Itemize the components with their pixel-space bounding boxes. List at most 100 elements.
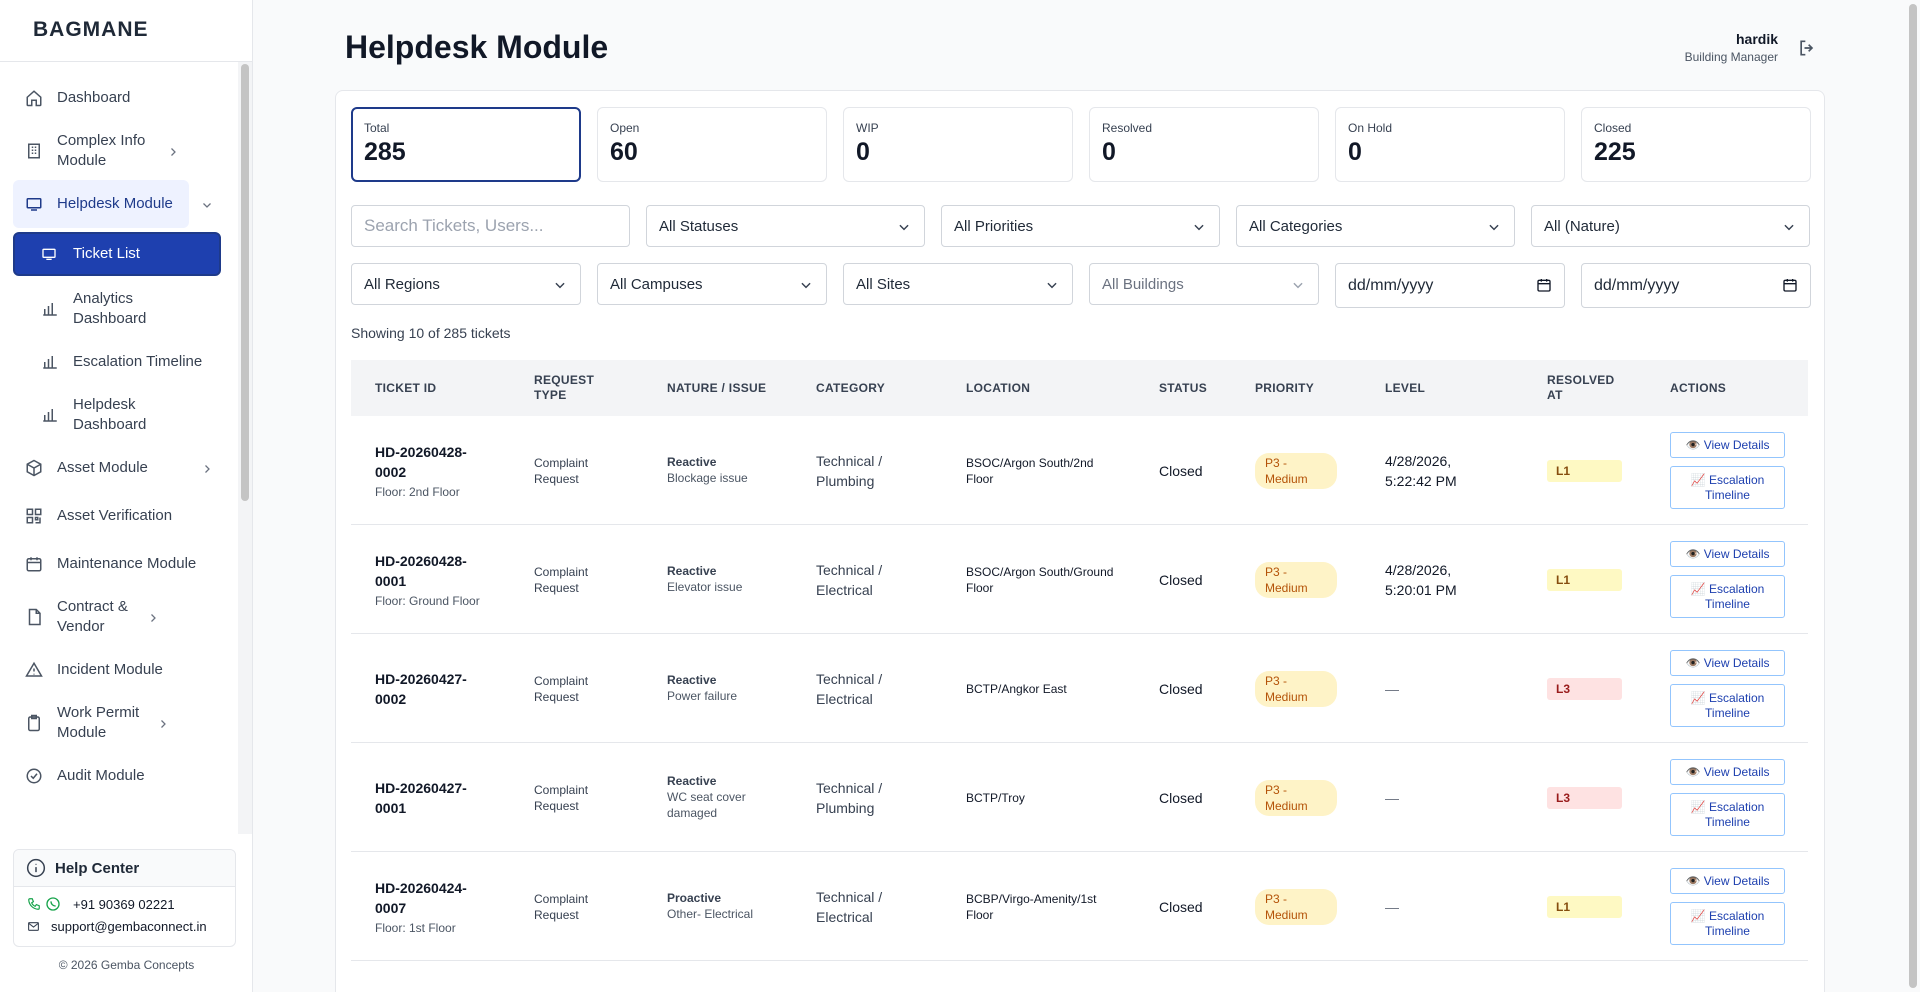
help-center-title: Help Center: [55, 859, 140, 877]
ticket-id[interactable]: HD-20260428-0002: [375, 443, 467, 480]
building-select[interactable]: All Buildings: [1089, 263, 1319, 305]
th-level[interactable]: LEVEL: [1385, 380, 1426, 395]
level-value: 4/28/2026, 5:20:01 PM: [1385, 561, 1457, 598]
th-priority[interactable]: PRIORITY: [1255, 380, 1315, 395]
help-phone-row[interactable]: +91 90369 02221: [14, 893, 235, 915]
category-select[interactable]: All Categories: [1236, 205, 1515, 247]
cell-priority: P3 - Medium: [1255, 416, 1355, 525]
location: BCTP/Angkor East: [966, 681, 1067, 696]
stat-value: 285: [364, 138, 406, 166]
priority-select[interactable]: All Priorities: [941, 205, 1220, 247]
status-select[interactable]: All Statuses: [646, 205, 925, 247]
stat-card-resolved[interactable]: Resolved 0: [1089, 107, 1319, 182]
th-ticket-id[interactable]: TICKET ID: [375, 380, 437, 395]
help-phone: +91 90369 02221: [73, 896, 175, 912]
escalation-timeline-button[interactable]: 📈 Escalation Timeline: [1670, 793, 1785, 836]
status: Closed: [1159, 680, 1203, 697]
page-scrollbar[interactable]: [1906, 0, 1920, 992]
escalation-timeline-button[interactable]: 📈 Escalation Timeline: [1670, 684, 1785, 727]
cell-actions: 👁️ View Details 📈 Escalation Timeline: [1670, 852, 1790, 961]
table-row: HD-20260428-0002 Floor: 2nd Floor Complain…: [351, 416, 1808, 525]
sidebar-scrollbar[interactable]: [238, 62, 252, 834]
sidebar-item-work-permit[interactable]: Work Permit Module: [13, 694, 225, 752]
view-details-button[interactable]: 👁️ View Details: [1670, 650, 1785, 676]
sidebar-subitem-ticket-list[interactable]: Ticket List: [13, 232, 221, 276]
ticket-id[interactable]: HD-20260427-0002: [375, 670, 467, 707]
sidebar-item-dashboard[interactable]: Dashboard: [13, 74, 225, 122]
nature-issue: Blockage issue: [667, 471, 748, 485]
th-nature[interactable]: NATURE / ISSUE: [667, 380, 767, 395]
cell-ticket-id: HD-20260427-0001: [375, 743, 495, 852]
cell-level: 4/28/2026, 5:22:42 PM: [1385, 416, 1485, 525]
sidebar-item-incident[interactable]: Incident Module: [13, 646, 225, 694]
search-input[interactable]: Search Tickets, Users...: [351, 205, 630, 247]
showing-count: Showing 10 of 285 tickets: [351, 325, 511, 341]
th-status[interactable]: STATUS: [1159, 380, 1208, 395]
sidebar-subitem-escalation[interactable]: Escalation Timeline: [13, 338, 225, 386]
view-details-button[interactable]: 👁️ View Details: [1670, 432, 1785, 458]
nature-select[interactable]: All (Nature): [1531, 205, 1810, 247]
campus-select[interactable]: All Campuses: [597, 263, 827, 305]
cell-resolved-at: L3: [1547, 743, 1627, 852]
escalation-timeline-button[interactable]: 📈 Escalation Timeline: [1670, 466, 1785, 509]
calendar-icon[interactable]: [1536, 277, 1552, 293]
date-from-input[interactable]: dd/mm/yyyy: [1335, 263, 1565, 308]
escalation-timeline-button[interactable]: 📈 Escalation Timeline: [1670, 575, 1785, 618]
sidebar-item-helpdesk[interactable]: Helpdesk Module: [13, 180, 211, 228]
region-select[interactable]: All Regions: [351, 263, 581, 305]
sidebar-item-asset-verification[interactable]: Asset Verification: [13, 492, 225, 540]
help-center-header[interactable]: Help Center: [14, 850, 235, 887]
cell-ticket-id: HD-20260424-0007 Floor: 1st Floor: [375, 852, 495, 961]
page-scroll-thumb[interactable]: [1909, 4, 1917, 988]
th-actions[interactable]: ACTIONS: [1670, 380, 1727, 395]
sidebar-subitem-analytics[interactable]: Analytics Dashboard: [13, 280, 225, 338]
stat-card-on-hold[interactable]: On Hold 0: [1335, 107, 1565, 182]
ticket-id[interactable]: HD-20260424-0007: [375, 879, 467, 916]
th-category[interactable]: CATEGORY: [816, 380, 886, 395]
cell-level: —: [1385, 852, 1485, 961]
view-details-button[interactable]: 👁️ View Details: [1670, 759, 1785, 785]
stat-value: 0: [856, 138, 870, 166]
view-details-button[interactable]: 👁️ View Details: [1670, 541, 1785, 567]
help-email-row[interactable]: support@gembaconnect.in: [14, 915, 235, 937]
sidebar-item-contract-vendor[interactable]: Contract & Vendor: [13, 588, 225, 646]
sidebar-item-audit[interactable]: Audit Module: [13, 752, 225, 800]
cell-location: BCBP/Virgo-Amenity/1st Floor: [966, 852, 1116, 961]
level-badge: L3: [1547, 786, 1622, 809]
stat-value: 225: [1594, 138, 1636, 166]
sidebar-item-asset[interactable]: Asset Module: [13, 444, 225, 492]
sidebar-item-complex-info[interactable]: Complex Info Module: [13, 122, 225, 180]
th-resolved-at[interactable]: RESOLVED AT: [1547, 373, 1615, 402]
help-center: Help Center +91 90369 02221 support@gemb…: [13, 849, 236, 947]
ticket-id[interactable]: HD-20260428-0001: [375, 552, 467, 589]
stat-card-open[interactable]: Open 60: [597, 107, 827, 182]
view-details-button[interactable]: 👁️ View Details: [1670, 868, 1785, 894]
stat-card-total[interactable]: Total 285: [351, 107, 581, 182]
cell-request-type: Complaint Request: [534, 852, 624, 961]
escalation-timeline-button[interactable]: 📈 Escalation Timeline: [1670, 902, 1785, 945]
cell-location: BCTP/Troy: [966, 743, 1116, 852]
level-value: —: [1385, 680, 1399, 697]
location: BSOC/Argon South/2nd Floor: [966, 455, 1094, 486]
logout-icon[interactable]: [1797, 38, 1817, 58]
user-name: hardik: [1735, 31, 1778, 47]
th-request-type[interactable]: REQUEST TYPE: [534, 373, 595, 402]
sidebar-subitem-helpdesk-dashboard[interactable]: Helpdesk Dashboard: [13, 386, 225, 444]
site-select-value: All Sites: [856, 275, 911, 293]
cell-priority: P3 - Medium: [1255, 634, 1355, 743]
sidebar-scroll-thumb[interactable]: [241, 64, 249, 501]
stat-card-closed[interactable]: Closed 225: [1581, 107, 1811, 182]
cell-nature: Reactive Blockage issue: [667, 416, 777, 525]
th-location[interactable]: LOCATION: [966, 380, 1031, 395]
filter-row-2: All Regions All Campuses All Sites All B…: [351, 263, 1811, 308]
chevron-down-icon: [553, 278, 567, 292]
calendar-icon[interactable]: [1782, 277, 1798, 293]
priority-badge: P3 - Medium: [1255, 670, 1337, 707]
stat-card-wip[interactable]: WIP 0: [843, 107, 1073, 182]
sidebar-item-maintenance[interactable]: Maintenance Module: [13, 540, 225, 588]
cell-status: Closed: [1159, 852, 1229, 961]
date-to-input[interactable]: dd/mm/yyyy: [1581, 263, 1811, 308]
filter-row-1: Search Tickets, Users... All Statuses Al…: [351, 205, 1810, 247]
site-select[interactable]: All Sites: [843, 263, 1073, 305]
ticket-id[interactable]: HD-20260427-0001: [375, 779, 467, 816]
